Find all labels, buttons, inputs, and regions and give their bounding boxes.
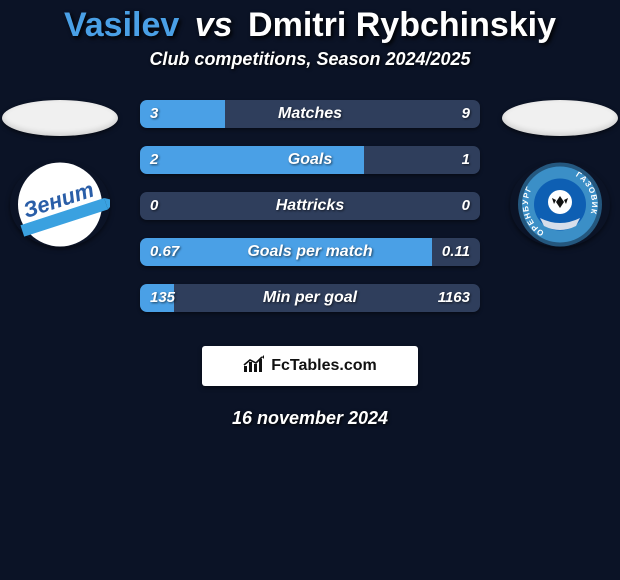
- brand-text: FcTables.com: [271, 357, 377, 375]
- stat-right-value: 0: [452, 192, 480, 220]
- stat-right-value: 1163: [428, 284, 480, 312]
- stat-label: Goals per match: [140, 238, 480, 266]
- stat-row: 0Hattricks0: [140, 192, 480, 220]
- player1-avatar-placeholder: [2, 100, 118, 136]
- stat-right-value: 9: [452, 100, 480, 128]
- date-label: 16 november 2024: [0, 408, 620, 429]
- chart-icon: [243, 355, 265, 378]
- stats-body: Зенит ГАЗОВИК: [0, 100, 620, 330]
- stat-row: 3Matches9: [140, 100, 480, 128]
- player2-avatar-placeholder: [502, 100, 618, 136]
- stat-label: Goals: [140, 146, 480, 174]
- right-side-column: ГАЗОВИК ОРЕНБУРГ: [500, 100, 620, 330]
- stat-row: 0.67Goals per match0.11: [140, 238, 480, 266]
- comparison-infographic: Vasilev vs Dmitri Rybchinskiy Club compe…: [0, 0, 620, 580]
- player2-name: Dmitri Rybchinskiy: [248, 6, 556, 44]
- zenit-crest: Зенит: [10, 162, 110, 247]
- stat-row: 135Min per goal1163: [140, 284, 480, 312]
- stat-label: Hattricks: [140, 192, 480, 220]
- stat-right-value: 1: [452, 146, 480, 174]
- stats-table: 3Matches9 2Goals1 0Hattricks0 0.67Goals per…: [140, 100, 480, 330]
- brand-badge: FcTables.com: [202, 346, 418, 386]
- subtitle: Club competitions, Season 2024/2025: [0, 49, 620, 70]
- player1-name: Vasilev: [64, 6, 179, 44]
- stat-label: Matches: [140, 100, 480, 128]
- left-side-column: Зенит: [0, 100, 120, 330]
- orenburg-crest: ГАЗОВИК ОРЕНБУРГ: [510, 162, 610, 247]
- stat-row: 2Goals1: [140, 146, 480, 174]
- page-title: Vasilev vs Dmitri Rybchinskiy: [0, 0, 620, 45]
- stat-right-value: 0.11: [432, 238, 480, 266]
- vs-label: vs: [195, 6, 233, 44]
